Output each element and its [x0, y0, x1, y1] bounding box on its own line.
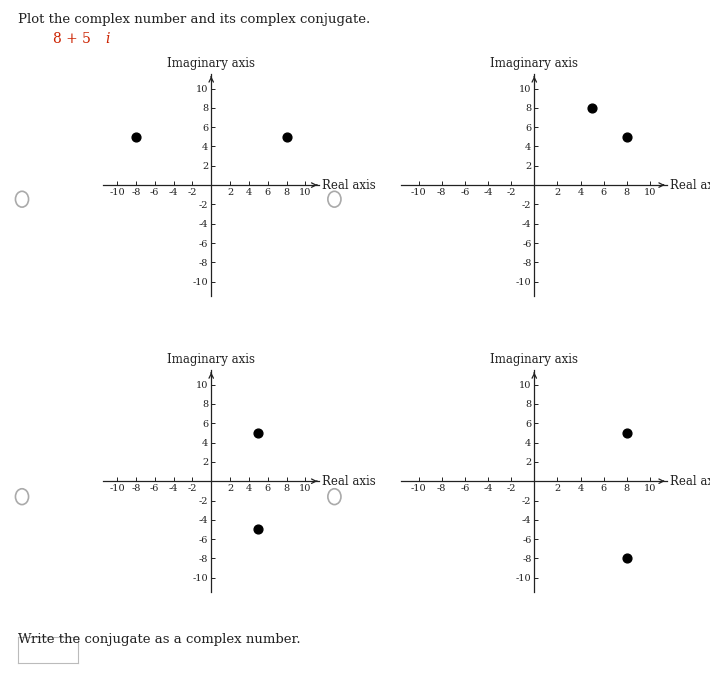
- Text: Imaginary axis: Imaginary axis: [168, 353, 255, 365]
- Text: Real axis: Real axis: [670, 474, 710, 488]
- Text: Real axis: Real axis: [322, 474, 376, 488]
- Text: 8 + 5: 8 + 5: [53, 32, 91, 46]
- Text: Real axis: Real axis: [670, 178, 710, 192]
- Text: i: i: [105, 32, 109, 46]
- Point: [253, 427, 264, 438]
- Text: Imaginary axis: Imaginary axis: [168, 57, 255, 69]
- Point: [621, 553, 633, 564]
- Point: [621, 427, 633, 438]
- Text: Write the conjugate as a complex number.: Write the conjugate as a complex number.: [18, 633, 300, 645]
- Point: [130, 131, 141, 142]
- Point: [621, 131, 633, 142]
- Point: [281, 131, 293, 142]
- Text: Real axis: Real axis: [322, 178, 376, 192]
- Point: [586, 102, 598, 113]
- Point: [253, 524, 264, 535]
- Text: Plot the complex number and its complex conjugate.: Plot the complex number and its complex …: [18, 13, 370, 26]
- Text: Imaginary axis: Imaginary axis: [491, 57, 578, 69]
- Text: Imaginary axis: Imaginary axis: [491, 353, 578, 365]
